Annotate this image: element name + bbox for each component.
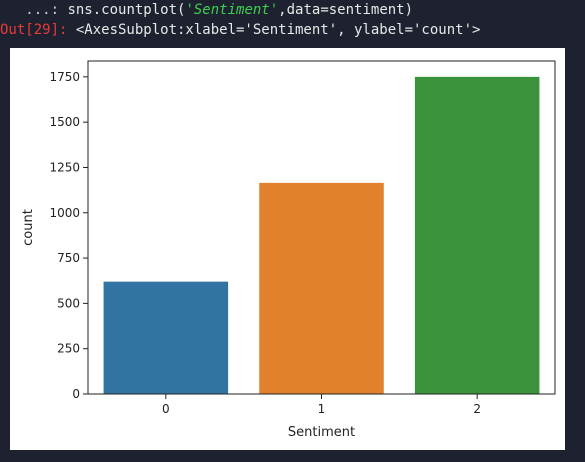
y-tick-label-750: 750 (57, 251, 80, 265)
y-tick-label-500: 500 (57, 296, 80, 310)
bar-0 (103, 281, 229, 394)
figure-canvas: 0 250 500 750 1000 1250 1500 1750 0 1 2 Sentiment co… (10, 48, 565, 450)
y-tick-label-1000: 1000 (49, 206, 80, 220)
code-text: sns.countplot( (67, 2, 186, 18)
bar-1 (259, 182, 384, 394)
x-tick-label-2: 2 (473, 402, 481, 416)
y-tick-label-0: 0 (72, 387, 80, 401)
y-tick-label-1500: 1500 (49, 115, 80, 129)
x-tick-label-1: 1 (318, 402, 326, 416)
y-axis-label: count (21, 209, 36, 246)
x-axis-label: Sentiment (288, 425, 355, 440)
y-tick-label-250: 250 (57, 342, 80, 356)
output-prompt: Out[29]: (0, 22, 76, 38)
output-text: <AxesSubplot:xlabel='Sentiment', ylabel=… (75, 22, 481, 38)
x-tick-label-0: 0 (162, 402, 170, 416)
console-input-line: ...: sns.countplot('Sentiment',data=sent… (0, 0, 413, 20)
code-string-literal: 'Sentiment' (185, 2, 279, 18)
bar-chart: 0 250 500 750 1000 1250 1500 1750 0 1 2 Sentiment co… (21, 60, 556, 440)
code-text-end: ,data=sentiment) (278, 2, 414, 18)
bar-2 (414, 76, 540, 394)
y-tick-label-1750: 1750 (49, 70, 80, 84)
y-tick-label-1250: 1250 (49, 160, 80, 174)
console-output-line: Out[29]: <AxesSubplot:xlabel='Sentiment'… (0, 20, 480, 40)
continuation-prompt: ...: (0, 2, 68, 18)
